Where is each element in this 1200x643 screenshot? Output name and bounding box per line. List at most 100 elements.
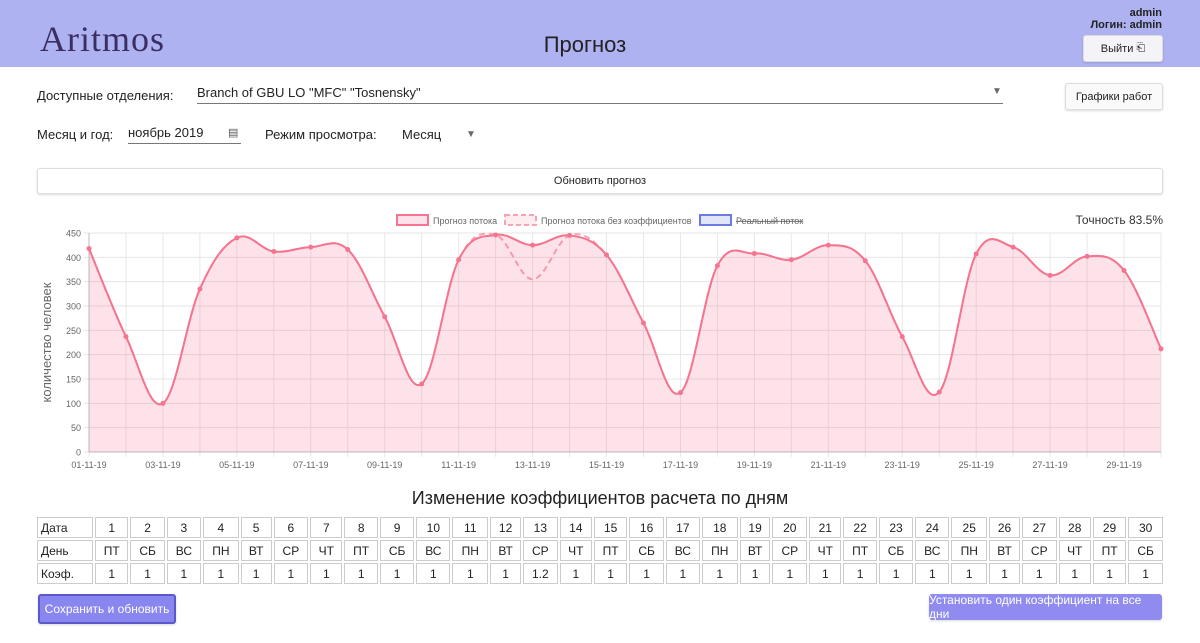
table-row: Коэф. 1 1 1 1 1 1 1 1 1 1 1 1 1.2 1 1 1 1 1 1 1 1 1 1 1 1 1 1 1 1 1 — [37, 563, 1163, 584]
mode-select[interactable]: Месяц — [402, 127, 442, 142]
point — [714, 263, 720, 269]
month-label: Месяц и год: — [37, 127, 114, 142]
table-cell: 29 — [1092, 517, 1127, 538]
table-cell[interactable]: 1 — [915, 563, 950, 584]
table-cell: ПТ — [1092, 540, 1127, 561]
point — [345, 247, 351, 253]
table-cell[interactable]: 1 — [809, 563, 842, 584]
table-cell[interactable]: 1 — [629, 563, 664, 584]
table-cell[interactable]: 1 — [843, 563, 877, 584]
point — [1158, 346, 1164, 352]
legend-swatch — [699, 214, 732, 226]
branch-underline — [197, 103, 1003, 104]
table-cell: 23 — [878, 517, 914, 538]
table-cell[interactable]: 1 — [130, 563, 165, 584]
table-cell: СР — [772, 540, 808, 561]
table-cell[interactable]: 1 — [665, 563, 700, 584]
point — [530, 242, 536, 248]
point — [1010, 244, 1016, 250]
x-tick-label: 23-11-19 — [885, 460, 920, 470]
table-cell[interactable]: 1 — [166, 563, 201, 584]
schedules-button[interactable]: Графики работ — [1065, 83, 1163, 110]
table-cell[interactable]: 1 — [344, 563, 378, 584]
y-tick-label: 250 — [66, 326, 81, 336]
point — [862, 258, 868, 264]
table-cell[interactable]: 1 — [1128, 563, 1163, 584]
point — [308, 244, 314, 250]
table-cell: 17 — [665, 517, 700, 538]
logo[interactable]: Aritmos — [40, 19, 166, 59]
x-tick-label: 09-11-19 — [367, 460, 402, 470]
y-axis-label: количество человек — [39, 282, 54, 402]
table-cell: СБ — [629, 540, 664, 561]
y-tick-label: 350 — [66, 277, 81, 287]
table-cell: ВС — [416, 540, 451, 561]
x-tick-label: 27-11-19 — [1032, 460, 1067, 470]
legend-label: Реальный поток — [736, 216, 803, 226]
save-button[interactable]: Сохранить и обновить — [38, 594, 176, 624]
point — [567, 232, 573, 238]
table-cell[interactable]: 1.2 — [522, 563, 558, 584]
table-cell[interactable]: 1 — [989, 563, 1020, 584]
table-cell[interactable]: 1 — [559, 563, 592, 584]
dropdown-arrow[interactable]: ▼ — [992, 86, 1002, 97]
table-cell: СР — [1021, 540, 1057, 561]
legend-item[interactable]: Прогноз потока без коэффициентов — [504, 214, 692, 226]
set-all-button[interactable]: Установить один коэффициент на все дни — [929, 593, 1162, 621]
table-cell: 7 — [310, 517, 343, 538]
table-cell: 24 — [915, 517, 950, 538]
table-cell: 20 — [772, 517, 808, 538]
table-cell: 12 — [490, 517, 521, 538]
table-cell: ВТ — [240, 540, 272, 561]
table-cell: 11 — [452, 517, 489, 538]
table-cell[interactable]: 1 — [452, 563, 489, 584]
dropdown-arrow[interactable]: ▼ — [466, 129, 476, 140]
table-cell[interactable]: 1 — [1021, 563, 1057, 584]
point — [419, 381, 425, 387]
table-cell: 21 — [809, 517, 842, 538]
table-cell[interactable]: 1 — [593, 563, 628, 584]
table-cell[interactable]: 1 — [772, 563, 808, 584]
table-cell[interactable]: 1 — [878, 563, 914, 584]
table-cell: 19 — [739, 517, 771, 538]
branch-select[interactable]: Branch of GBU LO "MFC" "Tosnensky" — [197, 85, 421, 100]
table-cell[interactable]: 1 — [310, 563, 343, 584]
y-tick-label: 0 — [76, 448, 81, 458]
table-cell[interactable]: 1 — [202, 563, 239, 584]
table-cell[interactable]: 1 — [379, 563, 415, 584]
table-cell[interactable]: 1 — [95, 563, 129, 584]
month-input[interactable]: ноябрь 2019 — [128, 125, 204, 140]
table-cell[interactable]: 1 — [739, 563, 771, 584]
table-cell[interactable]: 1 — [1092, 563, 1127, 584]
y-tick-label: 400 — [66, 253, 81, 263]
table-cell[interactable]: 1 — [416, 563, 451, 584]
table-cell: ПН — [202, 540, 239, 561]
point — [1047, 272, 1053, 278]
table-cell[interactable]: 1 — [951, 563, 988, 584]
table-cell[interactable]: 1 — [240, 563, 272, 584]
x-tick-label: 05-11-19 — [219, 460, 254, 470]
point — [382, 314, 388, 320]
table-cell: ЧТ — [310, 540, 343, 561]
legend-swatch — [396, 214, 429, 226]
point — [936, 389, 942, 395]
table-cell: ПТ — [843, 540, 877, 561]
x-tick-label: 21-11-19 — [811, 460, 846, 470]
refresh-button[interactable]: Обновить прогноз — [37, 168, 1163, 194]
legend-swatch — [504, 214, 537, 226]
legend-item[interactable]: Прогноз потока — [396, 214, 497, 226]
point — [1084, 253, 1090, 259]
logout-button[interactable]: Выйти ⎗ — [1083, 35, 1163, 62]
point — [640, 320, 646, 326]
table-cell[interactable]: 1 — [1058, 563, 1091, 584]
logout-label: Выйти — [1100, 42, 1134, 55]
table-cell[interactable]: 1 — [701, 563, 738, 584]
point — [160, 400, 166, 406]
legend-item[interactable]: Реальный поток — [699, 214, 803, 226]
point — [604, 252, 610, 258]
point — [899, 334, 905, 340]
point — [825, 242, 831, 248]
calendar-icon[interactable]: ▤ — [228, 127, 239, 139]
table-cell[interactable]: 1 — [273, 563, 309, 584]
table-cell[interactable]: 1 — [490, 563, 521, 584]
